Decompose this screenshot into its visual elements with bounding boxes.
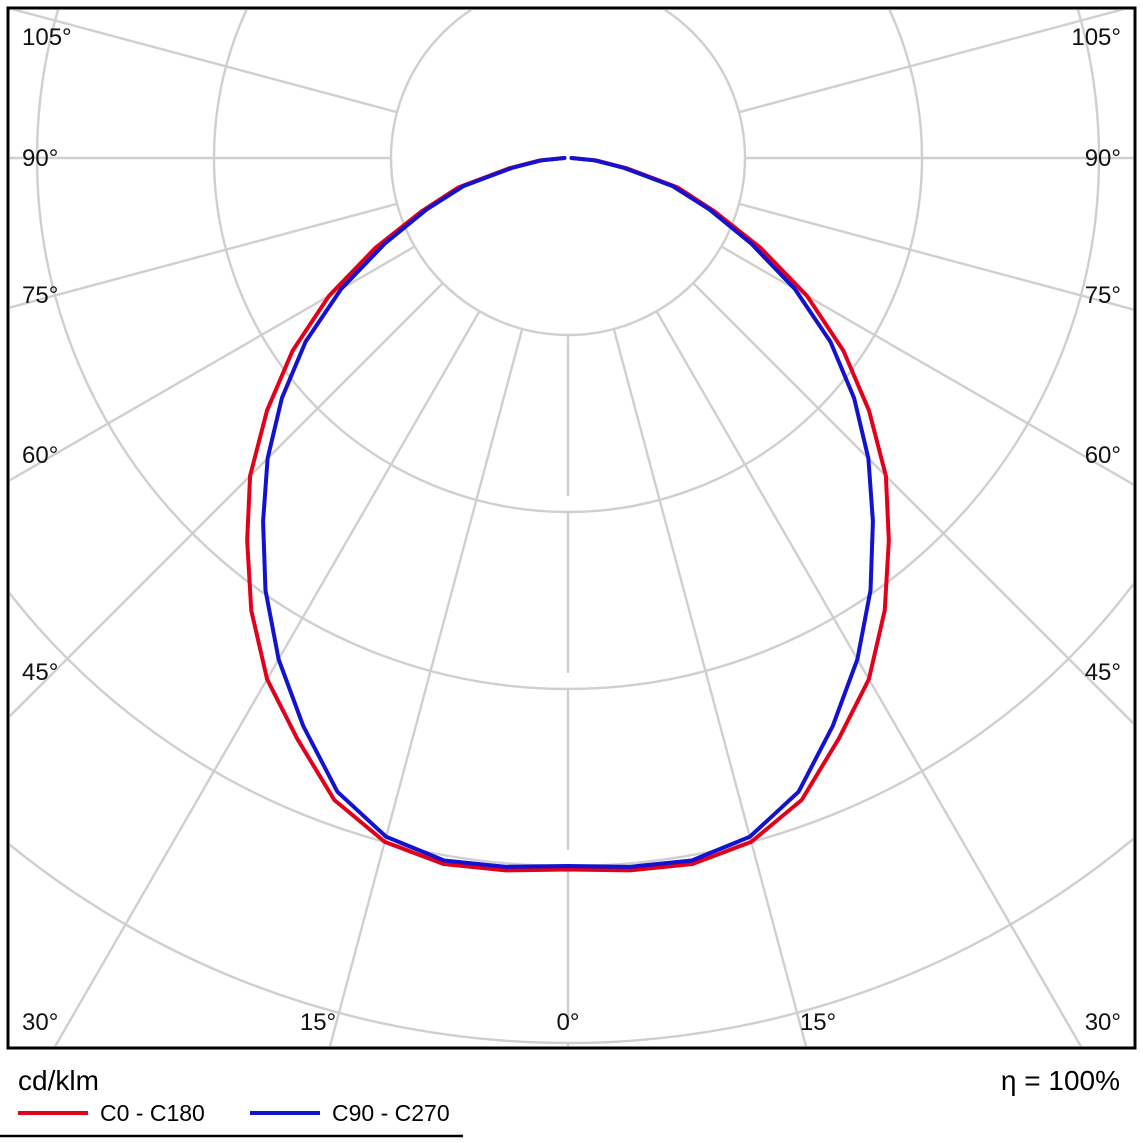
angle-axis-labels: 105° 105° 90° 90° 75° 75° 60° 60° 45° 45° 30° 30° 15…: [22, 24, 1121, 1036]
grid-radial-line: [10, 202, 398, 309]
angle-label: 15°: [800, 1009, 836, 1036]
grid-radial-line: [738, 202, 1133, 311]
efficiency-label: η = 100%: [1001, 1065, 1120, 1096]
grid-radial-line: [720, 245, 1133, 486]
angle-label: 15°: [300, 1009, 336, 1036]
grid-radial-line: [53, 310, 481, 1046]
plot-border: [6, 6, 1137, 1050]
grid-radial-line: [11, 10, 398, 114]
angle-label: 30°: [1085, 1009, 1121, 1036]
angle-label: 45°: [22, 659, 58, 686]
angle-label: 30°: [22, 1009, 58, 1036]
curve-C0-C180: [245, 156, 891, 873]
grid-radial-line: [692, 282, 1133, 725]
legend-label-c0-c180: C0 - C180: [100, 1100, 205, 1126]
intensity-curves: [245, 156, 891, 873]
grid-radial-line: [328, 328, 524, 1046]
angle-label: 75°: [1085, 282, 1121, 309]
grid-radial-line: [612, 328, 808, 1046]
grid-radial-line: [655, 310, 1083, 1046]
angle-label: 60°: [22, 442, 58, 469]
curve-C90-C270: [261, 156, 875, 869]
legend: C0 - C180 C90 - C270: [0, 1100, 463, 1138]
angle-label: 45°: [1085, 659, 1121, 686]
angle-label: 90°: [22, 145, 58, 172]
angle-label: 105°: [1071, 24, 1121, 51]
angle-label: 60°: [1085, 442, 1121, 469]
angle-label: 90°: [1085, 145, 1121, 172]
legend-label-c90-c270: C90 - C270: [332, 1100, 450, 1126]
grid-radial-line: [10, 282, 444, 718]
angle-label: 0°: [557, 1009, 580, 1036]
unit-label: cd/klm: [18, 1065, 99, 1096]
angle-label: 105°: [22, 24, 72, 51]
grid-radial-line: [10, 245, 416, 482]
angle-label: 75°: [22, 282, 58, 309]
grid-radial-line: [738, 10, 1125, 114]
